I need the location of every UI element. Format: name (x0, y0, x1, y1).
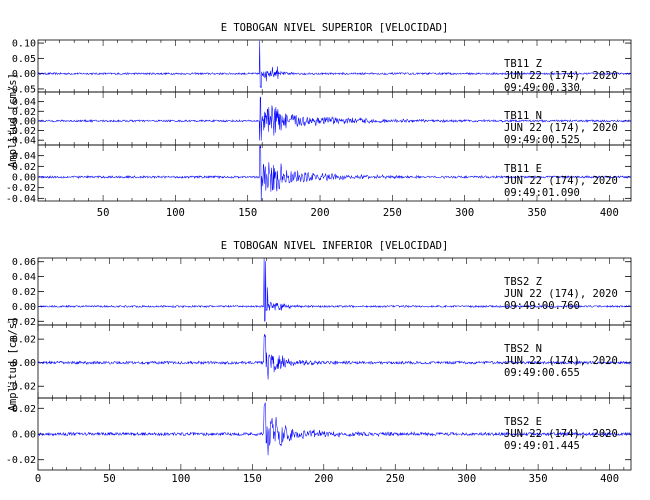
waveform-trace (37, 145, 631, 201)
x-tick-label: 150 (243, 473, 262, 485)
y-tick-label: -0.02 (6, 183, 36, 194)
station-component-label: TBS2 N (504, 343, 542, 355)
waveform-trace (37, 96, 632, 141)
x-tick-label: 250 (383, 207, 402, 219)
x-tick-label: 0 (35, 473, 41, 485)
x-tick-label: 300 (457, 473, 476, 485)
y-tick-label: 0.00 (12, 302, 36, 313)
y-tick-label: 0.04 (12, 272, 36, 283)
date-label: JUN 22 (174), 2020 (504, 122, 618, 134)
x-tick-label: 150 (238, 207, 257, 219)
date-label: JUN 22 (174), 2020 (504, 428, 618, 440)
x-tick-label: 300 (455, 207, 474, 219)
x-tick-label: 400 (600, 207, 619, 219)
time-label: 09:49:01.090 (504, 187, 580, 199)
y-tick-label: 0.04 (12, 151, 36, 162)
y-tick-label: -0.02 (6, 317, 36, 328)
x-tick-label: 350 (528, 207, 547, 219)
y-tick-label: -0.04 (6, 136, 36, 147)
station-component-label: TBS2 E (504, 416, 542, 428)
waveform-trace (37, 402, 631, 456)
x-tick-label: 350 (529, 473, 548, 485)
chart-group-2: E TOBOGAN NIVEL INFERIOR [VELOCIDAD] Ampl… (6, 240, 632, 485)
x-tick-label: 200 (311, 207, 330, 219)
y-axis-label: Amplitud [cm/s] (7, 73, 19, 168)
x-tick-label: 50 (97, 207, 110, 219)
y-tick-label: 0.02 (12, 162, 36, 173)
date-label: JUN 22 (174), 2020 (504, 355, 618, 367)
time-label: 09:49:00.760 (504, 300, 580, 312)
x-tick-label: 100 (166, 207, 185, 219)
station-component-label: TBS2 Z (504, 276, 542, 288)
y-tick-label: 0.02 (12, 335, 36, 346)
time-label: 09:49:00.330 (504, 82, 580, 94)
y-tick-label: 0.00 (12, 358, 36, 369)
x-tick-label: 400 (600, 473, 619, 485)
y-tick-label: -0.02 (6, 455, 36, 466)
y-tick-label: -0.02 (6, 126, 36, 137)
x-tick-label: 200 (314, 473, 333, 485)
y-tick-label: 0.00 (12, 430, 36, 441)
y-tick-label: -0.02 (6, 382, 36, 393)
date-label: JUN 22 (174), 2020 (504, 288, 618, 300)
y-tick-label: -0.05 (6, 84, 36, 95)
y-tick-label: 0.02 (12, 404, 36, 415)
y-tick-label: 0.05 (12, 54, 36, 65)
time-label: 09:49:01.445 (504, 440, 580, 452)
station-component-label: TB11 E (504, 163, 542, 175)
y-tick-label: 0.02 (12, 107, 36, 118)
x-tick-label: 50 (103, 473, 116, 485)
y-tick-label: 0.04 (12, 97, 36, 108)
y-tick-label: 0.00 (12, 173, 36, 184)
time-label: 09:49:00.525 (504, 134, 580, 146)
station-component-label: TB11 Z (504, 58, 542, 70)
chart-title: E TOBOGAN NIVEL INFERIOR [VELOCIDAD] (221, 240, 449, 252)
waveform-trace (37, 258, 631, 322)
y-tick-label: 0.02 (12, 287, 36, 298)
y-tick-label: 0.06 (12, 257, 36, 268)
x-tick-label: 250 (386, 473, 405, 485)
chart-group-1: E TOBOGAN NIVEL SUPERIOR [VELOCIDAD] Ampl… (6, 22, 632, 219)
y-tick-label: 0.10 (12, 39, 36, 50)
y-tick-label: 0.00 (12, 69, 36, 80)
station-component-label: TB11 N (504, 110, 542, 122)
waveform-trace (37, 40, 631, 89)
waveform-trace (37, 334, 631, 380)
date-label: JUN 22 (174), 2020 (504, 70, 618, 82)
y-tick-label: 0.00 (12, 116, 36, 127)
y-axis-label: Amplitud [cm/s] (7, 317, 19, 412)
date-label: JUN 22 (174), 2020 (504, 175, 618, 187)
time-label: 09:49:00.655 (504, 367, 580, 379)
chart-title: E TOBOGAN NIVEL SUPERIOR [VELOCIDAD] (221, 22, 449, 34)
y-tick-label: -0.04 (6, 194, 36, 205)
x-tick-label: 100 (171, 473, 190, 485)
